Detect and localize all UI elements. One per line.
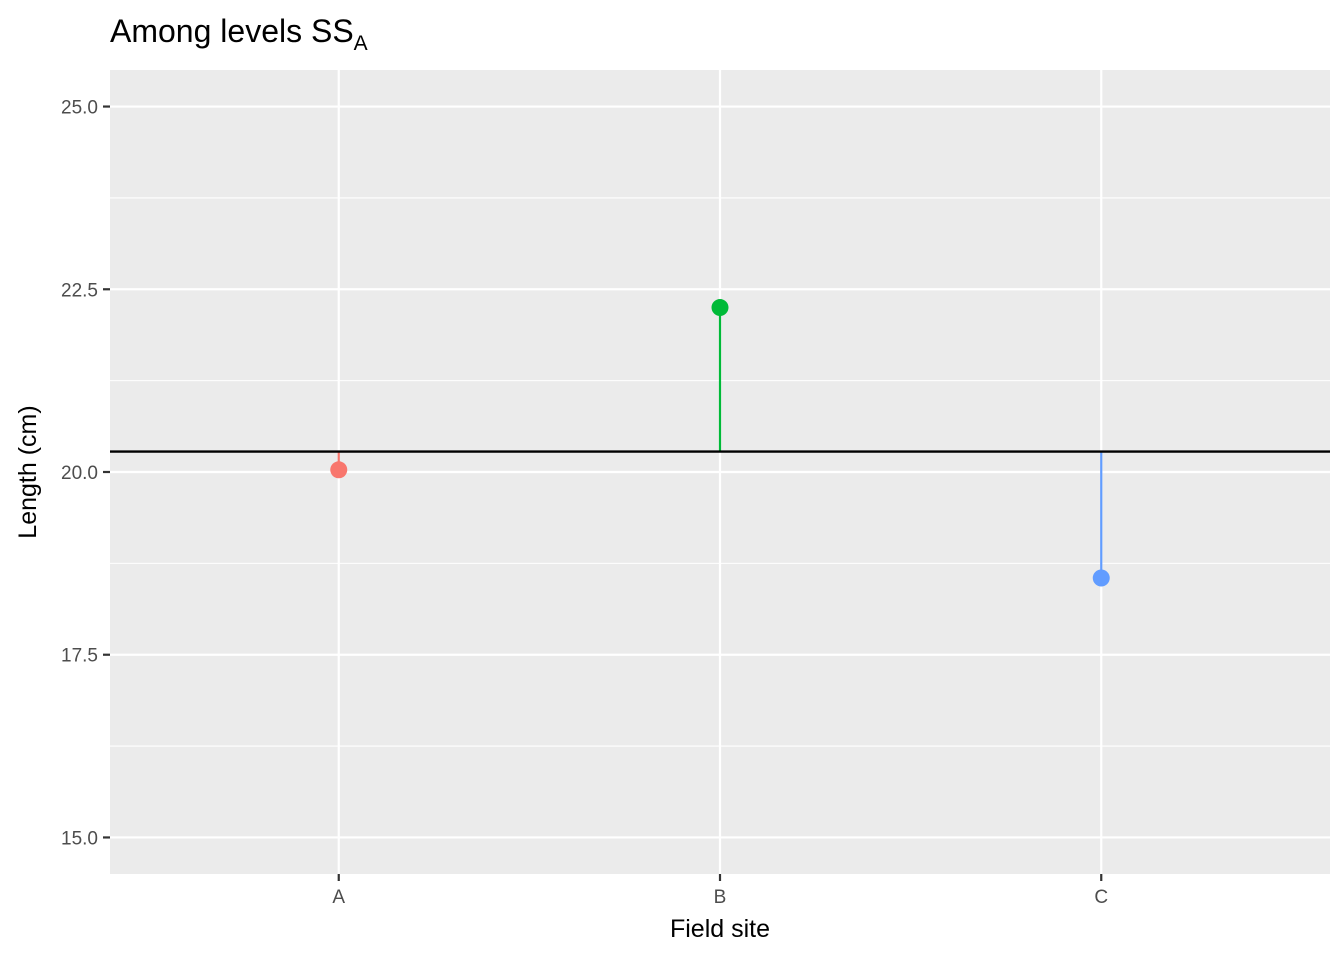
x-axis: A B C [332, 874, 1108, 908]
group-mean-point-C [1092, 569, 1110, 587]
y-tick-label: 20.0 [61, 463, 98, 484]
y-axis-title: Length (cm) [14, 405, 42, 538]
group-mean-point-B [711, 299, 729, 317]
y-tick-label: 25.0 [61, 98, 98, 119]
group-mean-point-A [330, 461, 348, 479]
x-tick-label: A [332, 887, 345, 908]
x-tick-label: C [1094, 887, 1108, 908]
group-mean-points [330, 299, 1110, 587]
y-tick-label: 17.5 [61, 646, 98, 667]
y-axis: 15.0 17.5 20.0 22.5 25.0 [61, 98, 110, 849]
y-tick-label: 15.0 [61, 828, 98, 849]
chart-title: Among levels SSA [110, 13, 368, 55]
y-tick-label: 22.5 [61, 280, 98, 301]
x-axis-title: Field site [670, 915, 770, 943]
x-tick-label: B [714, 887, 727, 908]
